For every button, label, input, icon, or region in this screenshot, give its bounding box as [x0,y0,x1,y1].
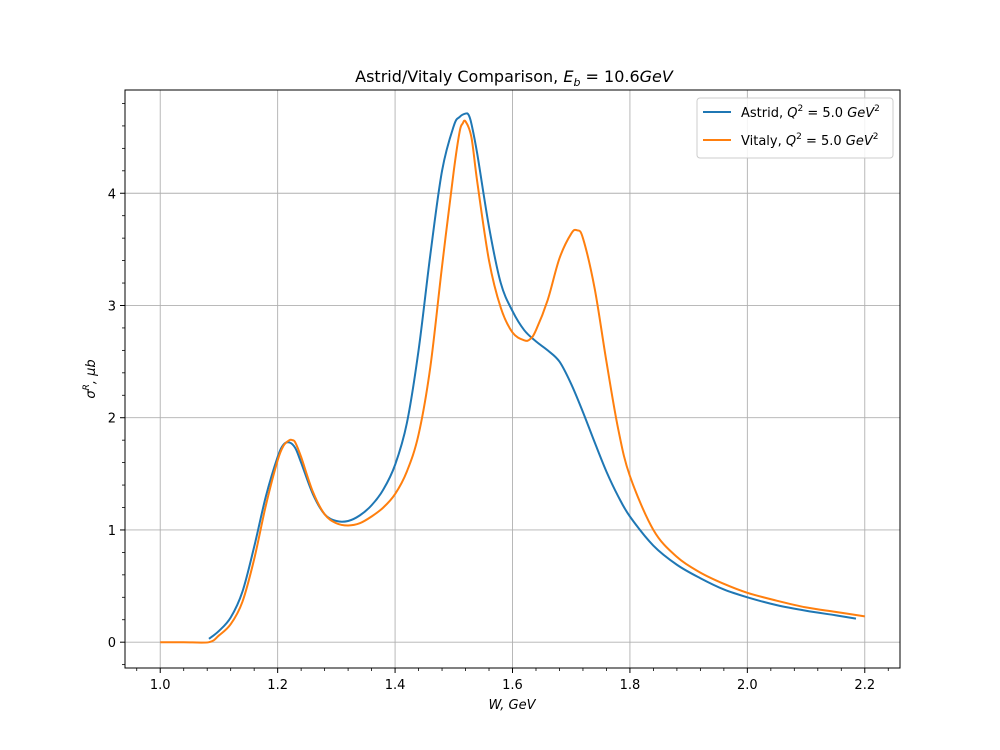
legend-label-astrid: Astrid, Q2 = 5.0 GeV2 [741,104,880,121]
chart-title-unit: GeV [640,67,674,86]
x-tick-label: 1.4 [385,678,406,693]
x-tick-label: 2.0 [737,678,758,693]
x-axis-label: W, GeV [488,698,536,713]
y-tick-label: 4 [108,187,116,202]
x-tick-label: 1.6 [502,678,523,693]
y-axis-label: σR, μb [82,359,99,398]
series-line-vitaly [160,119,865,644]
x-tick-label: 1.2 [267,678,288,693]
x-tick-label: 2.2 [854,678,875,693]
chart-title-equals: = 10.6 [580,67,639,86]
chart-title: Astrid/Vitaly Comparison, Eb = 10.6GeV [355,67,674,89]
x-tick-label: 1.8 [620,678,641,693]
tick-labels: 1.0 1.2 1.4 1.6 1.8 2.0 2.2 0 1 2 3 4 [108,187,875,693]
series-layer [160,112,865,644]
y-tick-label: 0 [108,636,116,651]
y-axis-label-superscript: R [82,384,92,390]
gridlines [125,90,900,668]
chart-title-symbol: E [563,67,574,86]
chart-title-subscript: b [573,76,580,89]
legend-label-vitaly: Vitaly, Q2 = 5.0 GeV2 [741,132,879,149]
y-tick-label: 2 [108,412,116,427]
legend-box [696,97,894,159]
y-tick-label: 1 [108,524,116,539]
axis-ticks [120,103,889,673]
y-tick-label: 3 [108,299,116,314]
y-axis-label-rest: , μb [84,359,99,384]
series-line-astrid [208,112,857,640]
legend: Astrid, Q2 = 5.0 GeV2 Vitaly, Q2 = 5.0 G… [696,97,894,159]
x-tick-label: 1.0 [150,678,171,693]
chart-title-text: Astrid/Vitaly Comparison, [355,67,563,86]
y-axis-label-sigma: σ [84,390,99,399]
